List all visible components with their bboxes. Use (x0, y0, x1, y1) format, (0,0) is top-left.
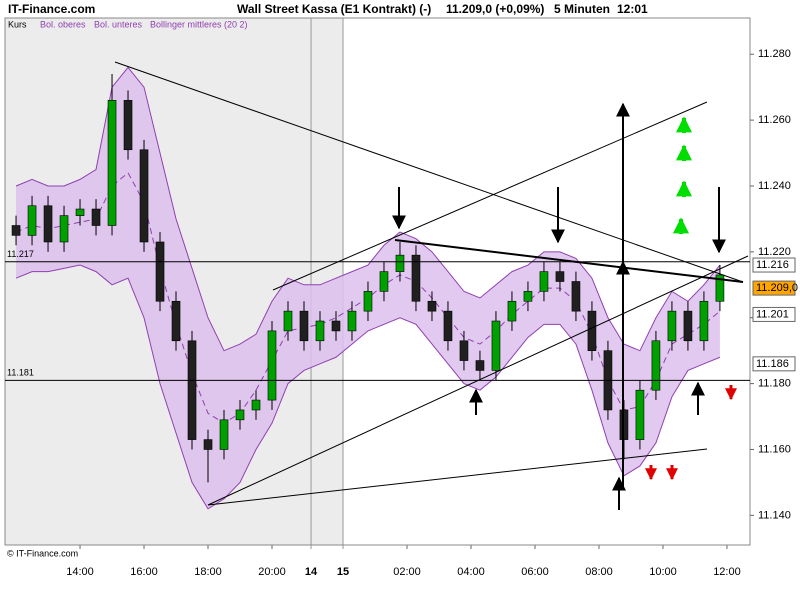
x-tick-label: 14 (305, 566, 318, 578)
candle-body (155, 241, 165, 302)
candle-body (347, 310, 357, 332)
value-marker-label: 11.209,0 (756, 282, 798, 294)
legend-price: Kurs (8, 19, 27, 29)
candle-body (59, 215, 69, 243)
time: 12:01 (617, 2, 648, 16)
band-edge (15, 66, 721, 352)
x-tick-label: 18:00 (194, 566, 222, 578)
candle-body (219, 419, 229, 450)
candle-body (331, 320, 341, 332)
candle-body (475, 360, 485, 371)
legend-band-lower: Bol. unteres (94, 19, 143, 29)
y-tick-label: 11.240 (758, 180, 791, 192)
legend-band-upper: Bol. oberes (40, 19, 86, 29)
y-tick-label: 11.180 (758, 378, 791, 390)
candle-body (315, 320, 325, 342)
x-tick-label: 10:00 (649, 566, 677, 578)
candle-body (251, 399, 261, 411)
y-tick-label: 11.220 (758, 246, 791, 258)
candle-body (379, 271, 389, 292)
trend-line (114, 61, 744, 283)
trend-line (394, 239, 744, 283)
candle-body (667, 310, 677, 342)
value-marker (752, 280, 796, 296)
candle-body (123, 100, 133, 151)
candle-body (283, 310, 293, 332)
candle-body (539, 271, 549, 292)
legend-band-middle: Bollinger mittleres (20 2) (150, 19, 248, 29)
candle-body (203, 439, 213, 450)
candle-body (683, 310, 693, 342)
value-marker-label: 11.186 (756, 358, 789, 370)
candle-body (651, 340, 661, 391)
candle-body (635, 389, 645, 440)
candle-body (171, 300, 181, 342)
candle-body (427, 300, 437, 312)
candle-body (443, 310, 453, 342)
trend-line (272, 101, 708, 291)
candle-body (699, 300, 709, 342)
y-tick-label: 11.140 (758, 509, 791, 521)
candle-body (11, 225, 21, 236)
level-label: 11.181 (7, 368, 34, 378)
candle-body (507, 300, 517, 322)
value-marker-label: 11.216 (756, 259, 789, 271)
quote: 11.209,0 (+0,09%) (446, 2, 544, 16)
candle-body (459, 340, 469, 361)
candle-body (411, 254, 421, 302)
candle-body (491, 320, 501, 371)
candle-body (715, 274, 725, 302)
level-label: 11.217 (7, 249, 34, 259)
candle-body (27, 205, 37, 236)
candle-body (571, 281, 581, 312)
candle-body (91, 208, 101, 226)
y-tick-label: 11.160 (758, 443, 791, 455)
candle-body (299, 310, 309, 342)
instrument: Wall Street Kassa (E1 Kontrakt) (-) (237, 2, 431, 16)
candle-body (139, 149, 149, 243)
candle-body (363, 291, 373, 312)
y-tick-label: 11.280 (758, 48, 791, 60)
candle-body (187, 340, 197, 440)
copyright: © IT-Finance.com (7, 548, 78, 558)
candle-body (587, 310, 597, 351)
candle-body (523, 291, 533, 302)
candle-body (75, 208, 85, 216)
value-marker (752, 257, 796, 273)
x-tick-label: 12:00 (713, 566, 741, 578)
y-tick-label: 11.260 (758, 114, 791, 126)
x-tick-label: 04:00 (457, 566, 485, 578)
candle-body (267, 330, 277, 401)
value-marker-label: 11.201 (756, 308, 789, 320)
x-tick-label: 14:00 (66, 566, 94, 578)
candle-body (555, 271, 565, 282)
x-tick-label: 20:00 (258, 566, 286, 578)
interval: 5 Minuten (554, 2, 610, 16)
value-marker (752, 356, 796, 372)
x-tick-label: 16:00 (130, 566, 158, 578)
candle-body (395, 254, 405, 272)
x-tick-label: 15 (337, 566, 349, 578)
site-name: IT-Finance.com (8, 2, 95, 16)
x-tick-label: 08:00 (585, 566, 613, 578)
candle-body (235, 409, 245, 421)
x-tick-label: 06:00 (521, 566, 549, 578)
plot-frame (4, 17, 751, 546)
x-tick-label: 02:00 (393, 566, 421, 578)
band-edge (15, 264, 721, 510)
candle-body (43, 205, 53, 243)
value-marker (752, 306, 796, 322)
candle-body (107, 100, 117, 226)
annotations (114, 61, 749, 510)
